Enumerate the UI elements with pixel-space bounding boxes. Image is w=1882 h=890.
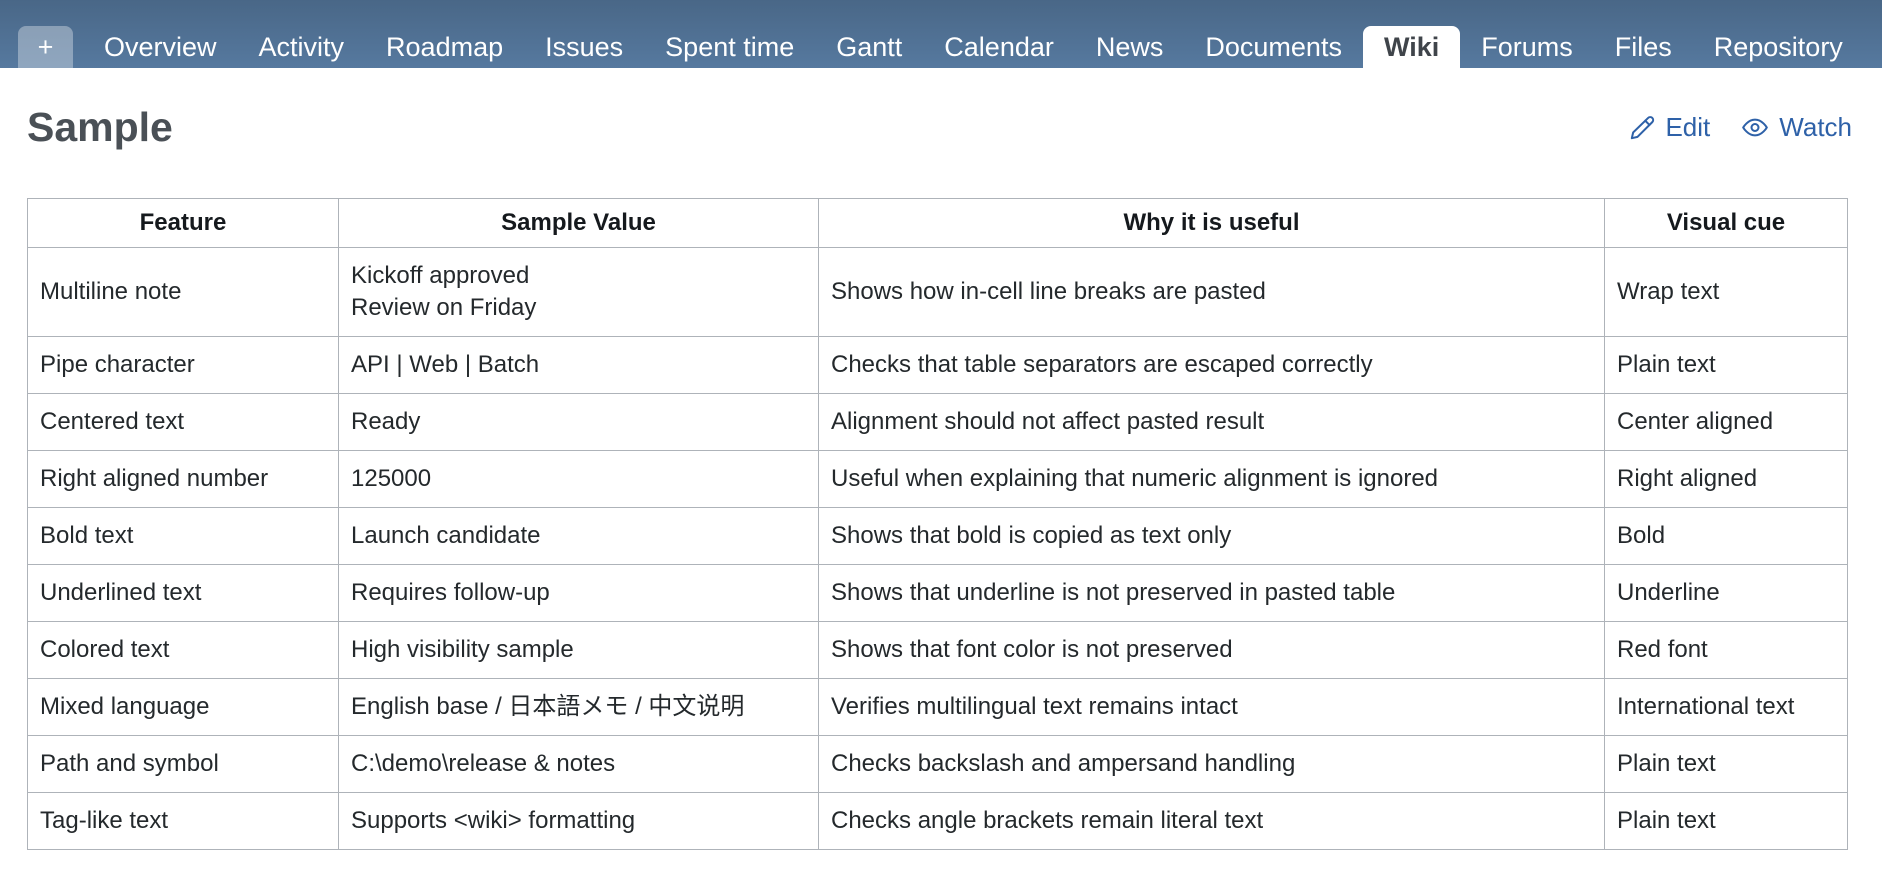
feature-cell: Mixed language [27,678,339,736]
why-useful-cell: Checks backslash and ampersand handling [818,735,1605,793]
why-useful-cell: Shows that underline is not preserved in… [818,564,1605,622]
why-useful-cell: Shows that bold is copied as text only [818,507,1605,565]
sample-value-cell: C:\demo\release & notes [338,735,819,793]
table-row: Colored text High visibility sample Shows … [27,621,1848,679]
feature-cell: Multiline note [27,247,339,337]
why-useful-cell: Alignment should not affect pasted resul… [818,393,1605,451]
visual-cue-cell: Plain text [1604,735,1848,793]
sample-value-cell: English base / 日本語メモ / 中文说明 [338,678,819,736]
page-title: Sample [27,104,173,150]
why-useful-cell: Checks angle brackets remain literal tex… [818,792,1605,850]
project-tab-bar: + Overview Activity Roadmap Issues Spent tim… [0,0,1882,68]
tab-activity[interactable]: Activity [258,32,345,62]
plus-icon: + [37,32,54,62]
visual-cue-cell: Red font [1604,621,1848,679]
project-tabs: Overview Activity Roadmap Issues Spent time G… [83,26,1864,68]
edit-button[interactable]: Edit [1629,112,1710,143]
tab-spent-time[interactable]: Spent time [665,32,795,62]
visual-cue-cell: Bold [1604,507,1848,565]
page-actions: Edit Watch [1629,112,1852,143]
feature-cell: Pipe character [27,336,339,394]
sample-value-cell: Ready [338,393,819,451]
visual-cue-cell: Underline [1604,564,1848,622]
column-header-feature: Feature [27,198,339,248]
tab-repository[interactable]: Repository [1713,32,1843,62]
sample-value-cell: High visibility sample [338,621,819,679]
sample-value-cell: API | Web | Batch [338,336,819,394]
table-row: Pipe character API | Web | Batch Checks th… [27,336,1848,394]
sample-value-cell: 125000 [338,450,819,508]
wiki-sample-table: Feature Sample Value Why it is useful Visua… [27,198,1848,850]
why-useful-cell: Checks that table separators are escaped… [818,336,1605,394]
sample-value-cell: Kickoff approved Review on Friday [338,247,819,337]
tab-documents[interactable]: Documents [1205,32,1342,62]
tab-roadmap[interactable]: Roadmap [386,32,504,62]
table-row: Mixed language English base / 日本語メモ / 中文说… [27,678,1848,736]
visual-cue-cell: Center aligned [1604,393,1848,451]
feature-cell: Underlined text [27,564,339,622]
sample-value-cell: Requires follow-up [338,564,819,622]
why-useful-cell: Shows that font color is not preserved [818,621,1605,679]
tab-news[interactable]: News [1095,32,1164,62]
edit-label: Edit [1665,111,1711,142]
table-row: Centered text Ready Alignment should not a… [27,393,1848,451]
table-row: Right aligned number 125000 Useful when ex… [27,450,1848,508]
tab-overview[interactable]: Overview [104,32,217,62]
add-tab-button[interactable]: + [18,26,73,68]
table-row: Multiline note Kickoff approved Review on … [27,247,1848,337]
tab-files[interactable]: Files [1614,32,1672,62]
why-useful-cell: Shows how in-cell line breaks are pasted [818,247,1605,337]
feature-cell: Bold text [27,507,339,565]
column-header-why-it-is-useful: Why it is useful [818,198,1605,248]
visual-cue-cell: Plain text [1604,336,1848,394]
why-useful-cell: Verifies multilingual text remains intac… [818,678,1605,736]
tab-gantt[interactable]: Gantt [836,32,903,62]
visual-cue-cell: Wrap text [1604,247,1848,337]
pencil-icon [1629,114,1656,141]
eye-icon [1740,114,1770,141]
feature-cell: Colored text [27,621,339,679]
tab-wiki[interactable]: Wiki [1362,26,1461,68]
column-header-visual-cue: Visual cue [1604,198,1848,248]
table-row: Underlined text Requires follow-up Shows t… [27,564,1848,622]
visual-cue-cell: Plain text [1604,792,1848,850]
feature-cell: Right aligned number [27,450,339,508]
watch-label: Watch [1779,111,1852,142]
feature-cell: Tag-like text [27,792,339,850]
sample-value-cell: Supports <wiki> formatting [338,792,819,850]
watch-button[interactable]: Watch [1740,112,1852,143]
table-row: Path and symbol C:\demo\release & notes Ch… [27,735,1848,793]
column-header-sample-value: Sample Value [338,198,819,248]
tab-forums[interactable]: Forums [1481,32,1573,62]
why-useful-cell: Useful when explaining that numeric alig… [818,450,1605,508]
tab-calendar[interactable]: Calendar [944,32,1054,62]
table-row: Tag-like text Supports <wiki> formatting C… [27,792,1848,850]
visual-cue-cell: International text [1604,678,1848,736]
feature-cell: Path and symbol [27,735,339,793]
feature-cell: Centered text [27,393,339,451]
sample-value-cell: Launch candidate [338,507,819,565]
table-header-row: Feature Sample Value Why it is useful Visua… [27,198,1848,248]
tab-issues[interactable]: Issues [545,32,624,62]
page-header: Sample Edit Watch [0,68,1882,152]
visual-cue-cell: Right aligned [1604,450,1848,508]
table-row: Bold text Launch candidate Shows that bold… [27,507,1848,565]
